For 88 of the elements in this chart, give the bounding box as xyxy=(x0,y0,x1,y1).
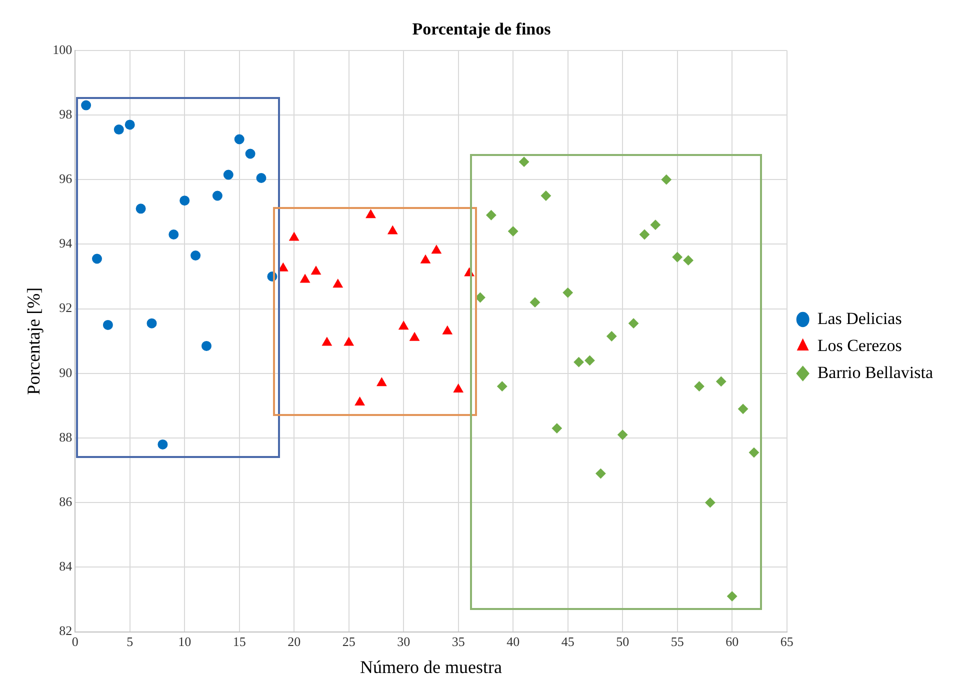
point xyxy=(234,134,244,144)
y-axis-title: Porcentaje [%] xyxy=(24,287,44,395)
point xyxy=(190,250,201,261)
point xyxy=(420,254,430,264)
point xyxy=(388,226,398,234)
point xyxy=(738,404,748,414)
x-tick-label: 65 xyxy=(780,634,794,650)
y-tick-label: 96 xyxy=(59,171,73,186)
x-tick-label: 10 xyxy=(178,634,192,650)
point xyxy=(398,321,408,330)
point xyxy=(245,148,256,159)
x-tick-label: 20 xyxy=(288,634,301,650)
point xyxy=(618,430,628,440)
point xyxy=(694,381,704,392)
point xyxy=(410,332,420,341)
y-tick-label: 92 xyxy=(59,300,72,316)
x-axis-title: Número de muestra xyxy=(360,656,502,677)
point xyxy=(158,439,168,450)
point xyxy=(683,255,694,266)
y-tick-label: 90 xyxy=(59,364,72,380)
legend-label: Los Cerezos xyxy=(817,336,902,355)
point xyxy=(300,274,310,283)
y-tick-label: 86 xyxy=(59,494,73,510)
point xyxy=(168,230,179,240)
point xyxy=(114,124,124,135)
y-tick-label: 100 xyxy=(52,42,72,57)
x-tick-label: 55 xyxy=(670,634,684,650)
point xyxy=(102,320,113,330)
point xyxy=(562,288,573,298)
point xyxy=(180,196,190,206)
point xyxy=(366,210,376,218)
point xyxy=(727,591,738,602)
point xyxy=(519,156,530,167)
point xyxy=(223,170,234,180)
point xyxy=(639,230,650,240)
point xyxy=(92,254,102,264)
point xyxy=(81,100,92,110)
y-tick-label: 88 xyxy=(59,429,72,444)
point xyxy=(672,252,682,262)
point xyxy=(136,204,146,214)
point xyxy=(540,190,551,201)
point xyxy=(432,245,442,254)
x-tick-label: 60 xyxy=(726,634,739,650)
point xyxy=(508,226,518,236)
point xyxy=(606,331,617,342)
point xyxy=(497,381,508,392)
point xyxy=(661,174,672,185)
point xyxy=(256,172,266,183)
point xyxy=(552,423,562,434)
x-tick-label: 50 xyxy=(616,634,630,650)
legend-label: Barrio Bellavista xyxy=(817,362,934,382)
point xyxy=(124,120,135,130)
x-tick-label: 5 xyxy=(126,634,134,650)
x-tick-label: 40 xyxy=(506,634,520,650)
point xyxy=(454,384,464,393)
point xyxy=(650,220,660,230)
point xyxy=(574,357,584,368)
y-tick-label: 94 xyxy=(59,236,73,251)
y-tick-label: 98 xyxy=(59,106,72,122)
y-tick-label: 84 xyxy=(59,558,73,574)
point xyxy=(212,190,222,201)
point xyxy=(596,468,606,479)
x-tick-label: 30 xyxy=(397,634,410,650)
point xyxy=(442,326,452,334)
x-tick-label: 25 xyxy=(342,634,356,650)
point xyxy=(705,498,716,508)
point xyxy=(584,355,595,366)
x-tick-label: 45 xyxy=(561,634,574,650)
point xyxy=(322,337,332,346)
point xyxy=(716,376,726,386)
x-tick-label: 15 xyxy=(232,634,246,650)
point xyxy=(146,318,157,328)
x-tick-label: 0 xyxy=(72,634,78,650)
point xyxy=(333,279,343,288)
legend-label: Las Delicias xyxy=(817,308,902,328)
point xyxy=(376,378,387,386)
x-tick-label: 35 xyxy=(452,634,465,650)
point xyxy=(202,340,212,351)
point xyxy=(530,297,540,308)
point xyxy=(628,318,639,328)
point xyxy=(289,232,299,241)
point xyxy=(344,337,354,346)
point xyxy=(311,266,321,275)
point xyxy=(748,448,759,458)
y-tick-label: 82 xyxy=(59,623,72,638)
point xyxy=(354,396,365,406)
point xyxy=(486,210,496,220)
chart-title: Porcentaje de finos xyxy=(412,20,552,39)
